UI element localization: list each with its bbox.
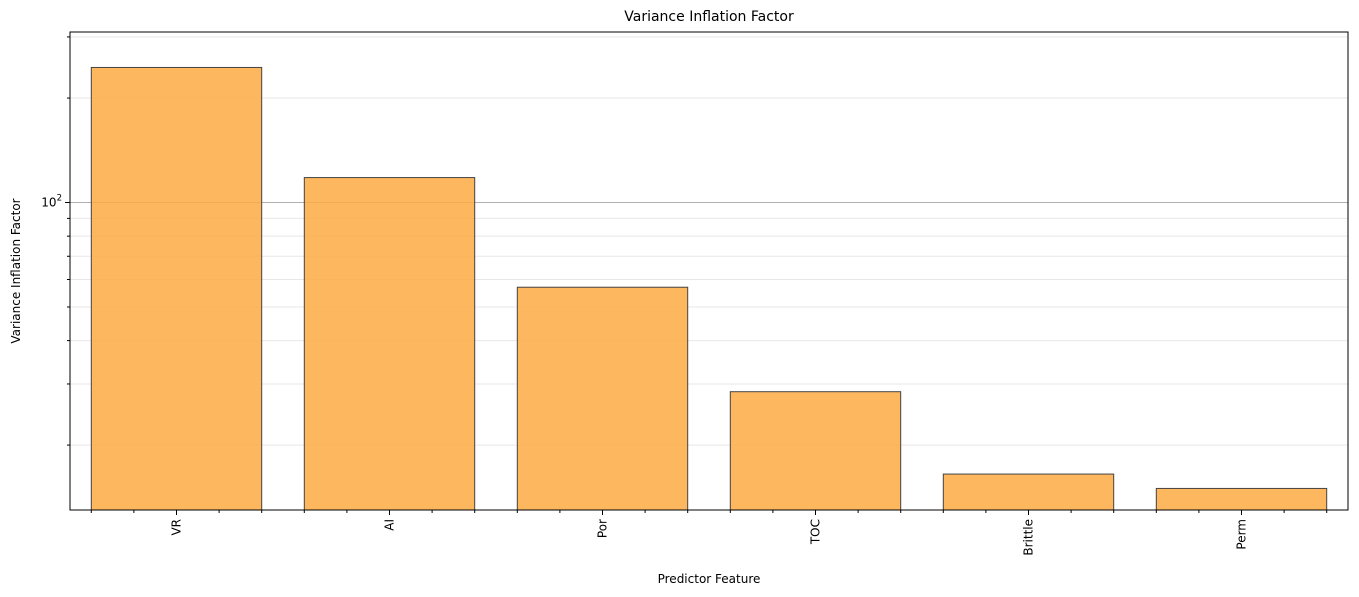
- y-ticks: 102: [41, 36, 70, 446]
- bar-vr: [90, 66, 263, 511]
- bars: [90, 66, 1328, 511]
- x-tick-label: Por: [596, 519, 610, 538]
- x-tick-label: Brittle: [1022, 519, 1036, 556]
- grid-lines: [70, 36, 1348, 446]
- bar-por: [516, 286, 689, 511]
- plot-frame: [69, 31, 1349, 511]
- bar-toc: [729, 391, 902, 511]
- y-axis-label: Variance Inflation Factor: [9, 198, 23, 343]
- x-tick-label: VR: [170, 519, 184, 536]
- x-tick-label: TOC: [809, 519, 823, 545]
- bar-perm: [1155, 487, 1328, 511]
- bar-brittle: [942, 473, 1115, 511]
- bar-ai: [303, 177, 476, 511]
- x-tick-label: Perm: [1235, 519, 1249, 550]
- x-axis-label: Predictor Feature: [658, 572, 761, 586]
- chart-title: Variance Inflation Factor: [624, 9, 794, 25]
- y-tick-label: 102: [41, 194, 62, 210]
- x-ticks: VR AI Por TOC Brittle Perm: [90, 510, 1328, 556]
- x-tick-label: AI: [383, 519, 397, 531]
